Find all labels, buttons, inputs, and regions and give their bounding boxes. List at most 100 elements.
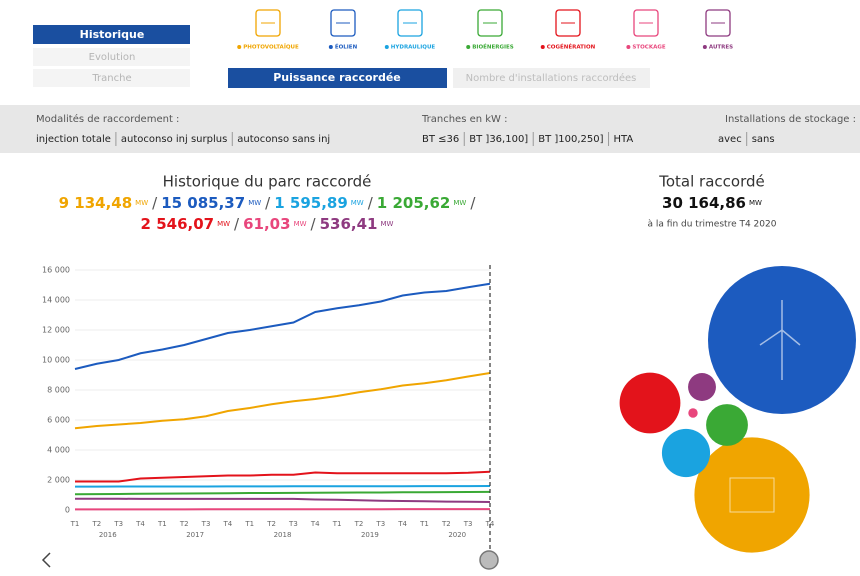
- energy-dot[interactable]: [328, 45, 333, 49]
- energy-dot[interactable]: [384, 45, 389, 49]
- filter-option[interactable]: avec: [718, 134, 742, 145]
- toggle-label[interactable]: Nombre d'installations raccordées: [466, 72, 637, 84]
- y-tick-label: 4 000: [47, 446, 70, 455]
- energy-icon[interactable]: [255, 9, 281, 37]
- nav-button[interactable]: [33, 48, 190, 66]
- series-line: [75, 497, 491, 503]
- nav-button[interactable]: [33, 69, 190, 87]
- series-line: [74, 371, 491, 430]
- energy-label[interactable]: BIOÉNERGIES: [472, 43, 514, 51]
- x-tick-label: T2: [91, 520, 101, 528]
- separator: /: [470, 194, 476, 212]
- separator: /: [265, 194, 271, 212]
- separator: /: [152, 194, 158, 212]
- unit: MW: [380, 220, 393, 228]
- total-title: Total raccordé: [658, 173, 764, 191]
- x-tick-label: T1: [70, 520, 80, 528]
- toggle-button[interactable]: [453, 68, 650, 88]
- bubble-icon: [729, 477, 775, 513]
- energy-icon[interactable]: [330, 9, 356, 37]
- separator: /: [234, 215, 240, 233]
- energy-label[interactable]: COGÉNÉRATION: [547, 43, 596, 51]
- totals-row: 2 546,07 MW/61,03 MW/536,41 MW: [141, 215, 394, 233]
- filter-option[interactable]: BT ]36,100]: [469, 134, 528, 145]
- bubble[interactable]: [694, 437, 810, 553]
- bubble[interactable]: [619, 372, 681, 434]
- filter-option[interactable]: BT ≤36: [422, 134, 459, 145]
- year-label: 2018: [274, 531, 292, 539]
- nav-item[interactable]: Tranche: [91, 73, 131, 84]
- energy-icon[interactable]: [705, 9, 731, 37]
- filter-option[interactable]: HTA: [614, 134, 634, 145]
- toggle-label[interactable]: Puissance raccordée: [273, 71, 401, 84]
- energy-icon[interactable]: [555, 9, 581, 37]
- year-label: 2020: [448, 531, 466, 539]
- separator: /: [311, 215, 317, 233]
- unit: MW: [749, 199, 762, 207]
- bubble[interactable]: [688, 408, 698, 418]
- y-tick-label: 0: [65, 506, 70, 515]
- year-label: 2016: [99, 531, 117, 539]
- total-number: 30 164,86: [662, 194, 746, 212]
- energy-icon[interactable]: [477, 9, 503, 37]
- y-tick-label: 10 000: [42, 356, 70, 365]
- prev-arrow[interactable]: [41, 552, 51, 568]
- x-tick-label: T3: [288, 520, 298, 528]
- year-label: 2019: [361, 531, 379, 539]
- total-subtitle: à la fin du trimestre T4 2020: [648, 220, 777, 230]
- time-slider[interactable]: [479, 550, 499, 570]
- energy-dot[interactable]: [626, 45, 631, 49]
- nav-item[interactable]: Evolution: [89, 52, 136, 63]
- x-tick-label: T4: [223, 520, 233, 528]
- series-total: 61,03: [243, 215, 290, 233]
- bubble[interactable]: [661, 428, 711, 478]
- x-tick-label: T1: [332, 520, 342, 528]
- x-tick-label: T4: [397, 520, 407, 528]
- unit: MW: [453, 199, 466, 207]
- filter-option[interactable]: sans: [752, 134, 775, 145]
- toggle-active[interactable]: [228, 68, 447, 88]
- filter-option[interactable]: BT ]100,250]: [538, 134, 603, 145]
- nav-item[interactable]: Historique: [80, 28, 145, 41]
- energy-dot[interactable]: [540, 45, 545, 49]
- energy-dot[interactable]: [702, 45, 707, 49]
- series-total: 1 205,62: [377, 194, 451, 212]
- filter-label: Installations de stockage :: [725, 114, 856, 125]
- series-line: [75, 470, 491, 483]
- bubble[interactable]: [688, 373, 716, 401]
- energy-dot[interactable]: [237, 45, 242, 49]
- bubble[interactable]: [706, 404, 748, 446]
- chart-title: Historique du parc raccordé: [163, 173, 372, 191]
- x-tick-label: T1: [419, 520, 429, 528]
- series-total: 15 085,37: [161, 194, 245, 212]
- series-line: [74, 490, 491, 496]
- x-tick-label: T2: [179, 520, 189, 528]
- filter-option[interactable]: injection totale: [36, 134, 111, 145]
- filter-option[interactable]: autoconso sans inj: [237, 134, 330, 145]
- energy-dot[interactable]: [466, 45, 471, 49]
- unit: MW: [248, 199, 261, 207]
- filter-option[interactable]: autoconso inj surplus: [121, 134, 227, 145]
- unit: MW: [351, 199, 364, 207]
- series-total: 536,41: [320, 215, 378, 233]
- x-tick-label: T3: [113, 520, 123, 528]
- energy-icon[interactable]: [633, 9, 659, 37]
- y-tick-label: 6 000: [47, 416, 70, 425]
- total-value: 30 164,86 MW: [662, 194, 762, 212]
- energy-icon[interactable]: [397, 9, 423, 37]
- x-tick-label: T2: [441, 520, 451, 528]
- x-tick-label: T3: [463, 520, 473, 528]
- series-total: 1 595,89: [274, 194, 348, 212]
- energy-label[interactable]: ÉOLIEN: [335, 43, 358, 51]
- nav-active[interactable]: [33, 25, 190, 44]
- x-tick-label: T3: [201, 520, 211, 528]
- energy-label[interactable]: HYDRAULIQUE: [391, 45, 436, 51]
- series-line: [75, 485, 491, 488]
- energy-label[interactable]: AUTRES: [709, 45, 733, 51]
- separator: /: [368, 194, 374, 212]
- energy-label[interactable]: PHOTOVOLTAÏQUE: [243, 44, 299, 51]
- filter-bar: [0, 105, 860, 153]
- energy-label[interactable]: STOCKAGE: [632, 45, 665, 51]
- year-label: 2017: [186, 531, 204, 539]
